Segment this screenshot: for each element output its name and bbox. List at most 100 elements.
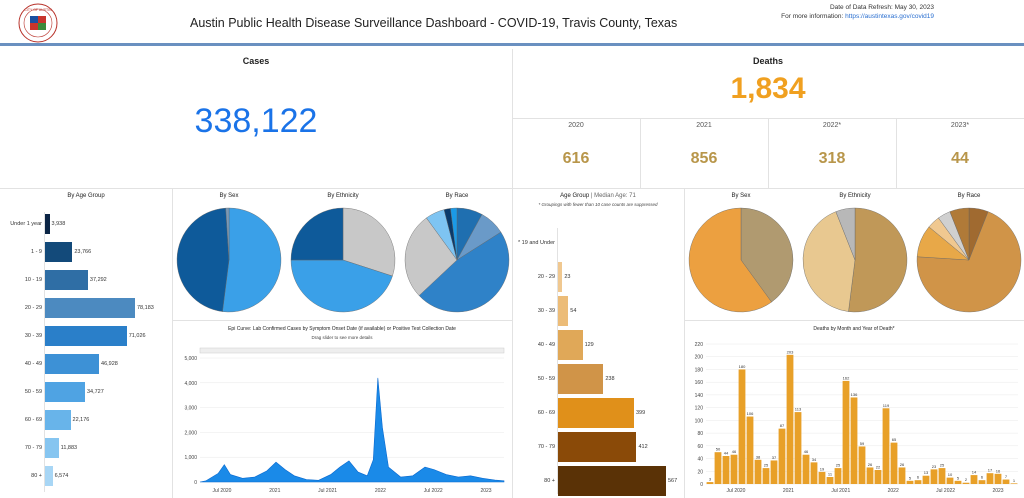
cases-age-bar-value: 34,727 [86, 389, 104, 395]
bar-value-label: 16 [996, 468, 1001, 473]
cases-age-bar-value: 46,928 [101, 361, 118, 367]
logo-text: CITY OF AUSTIN [24, 8, 52, 12]
pie-slice [342, 207, 396, 277]
cases-age-bar [45, 214, 50, 234]
deaths-age-row-label: 70 - 79 [537, 444, 555, 450]
divider [684, 188, 685, 498]
pie-slice [688, 207, 772, 313]
pie-title: By Sex [731, 193, 751, 199]
month-bar [874, 470, 882, 484]
page-title: Austin Public Health Disease Surveillanc… [190, 16, 678, 30]
epi-title: Epi Curve: Lab Confirmed Cases by Sympto… [228, 326, 456, 332]
pie-title: By Race [957, 193, 981, 199]
deaths-age-bar-value: 238 [605, 376, 615, 382]
bar-value-label: 38 [756, 454, 761, 459]
pie-slice [450, 207, 458, 261]
month-bar [722, 456, 730, 484]
cases-age-row-label: 40 - 49 [24, 361, 42, 367]
cases-age-bar [45, 326, 127, 346]
deaths-age-median: | Median Age: 71 [590, 193, 636, 199]
month-bar [994, 473, 1002, 484]
x-tick-label: 2021 [269, 488, 280, 494]
epi-curve-chart: 5,000 4,000 3,000 2,000 1,000 0 Jul 2020 2021 Ju… [184, 347, 505, 494]
month-bar [970, 475, 978, 484]
y-tick-label: 160 [695, 380, 704, 386]
deaths-age-bar [558, 364, 604, 394]
refresh-info: Date of Data Refresh: May 30, 2023 For m… [781, 3, 934, 21]
cases-age-bar-value: 22,176 [72, 417, 90, 423]
cases-age-bar [45, 298, 135, 318]
y-tick-label: 1,000 [184, 455, 197, 461]
month-bar [730, 454, 738, 484]
pie-slice [222, 207, 282, 313]
month-bar [906, 480, 914, 484]
x-tick-label: 2023 [992, 488, 1003, 494]
deaths-age-bar-value: 567 [668, 478, 678, 484]
bar-value-label: 26 [868, 462, 873, 467]
bar-value-label: 22 [876, 465, 881, 470]
death-year-label: 2020 [568, 122, 584, 129]
y-tick-label: 200 [695, 355, 704, 361]
pie-slice [835, 207, 856, 261]
month-bar [754, 459, 762, 484]
bar-value-label: 203 [787, 349, 794, 354]
deaths-age-bar [558, 262, 563, 292]
cases-age-bar [45, 270, 88, 290]
cases-title: Cases [242, 56, 270, 66]
month-bar [818, 471, 826, 484]
pie-chart [290, 207, 396, 313]
deaths-age-bar [558, 466, 666, 496]
month-bar [738, 369, 746, 484]
bar-value-label: 34 [812, 457, 817, 462]
bar-value-label: 13 [924, 470, 929, 475]
y-tick-label: 60 [697, 444, 703, 450]
cases-age-bar-value: 23,766 [74, 249, 92, 255]
month-bar [842, 380, 850, 484]
cases-value: 338,122 [194, 102, 318, 140]
cases-age-bar [45, 410, 71, 430]
info-link[interactable]: https://austintexas.gov/covid19 [845, 13, 934, 20]
pie-chart [176, 207, 282, 313]
axis-line [44, 212, 45, 492]
epi-area [199, 377, 505, 483]
bar-value-label: 65 [892, 437, 897, 442]
deaths-age-bar-value: 23 [564, 274, 571, 280]
bar-value-label: 136 [851, 392, 858, 397]
deaths-age-bar-value: 399 [636, 410, 646, 416]
month-bar [706, 482, 714, 484]
pie-slice [418, 231, 510, 313]
bar-value-label: 106 [747, 411, 754, 416]
range-slider[interactable] [199, 347, 505, 354]
divider [768, 118, 769, 188]
month-bar [746, 416, 754, 484]
divider [172, 320, 512, 321]
pie-slice [740, 207, 794, 303]
cases-age-row-label: Under 1 year [10, 221, 42, 227]
bar-value-label: 3 [709, 477, 712, 482]
x-tick-label: 2021 [783, 488, 794, 494]
death-year-value: 616 [562, 150, 590, 167]
cases-age-row-label: 1 - 9 [30, 249, 42, 255]
y-tick-label: 180 [695, 367, 704, 373]
deaths-age-row-label: 20 - 29 [537, 274, 555, 280]
month-bar [826, 477, 834, 484]
deaths-age-row-label: 80 + [544, 478, 555, 484]
bar-value-label: 6 [981, 475, 984, 480]
pie-title: By Ethnicity [839, 193, 871, 199]
divider [512, 49, 513, 498]
bar-value-label: 7 [1005, 474, 1008, 479]
bar-value-label: 50 [716, 447, 721, 452]
cases-age-row-label: 20 - 29 [24, 305, 42, 311]
pie-title: By Race [445, 193, 469, 199]
deaths-age-bar [558, 432, 637, 462]
month-bar [786, 354, 794, 484]
y-tick-label: 3,000 [184, 406, 197, 412]
x-tick-label: Jul 2021 [318, 488, 337, 494]
deaths-age-bar [558, 330, 583, 360]
deaths-age-title-text: Age Group [560, 193, 590, 199]
cases-age-bar [45, 382, 85, 402]
refresh-date: Date of Data Refresh: May 30, 2023 [829, 4, 934, 11]
pie-chart [916, 207, 1022, 313]
bar-value-label: 59 [860, 441, 865, 446]
pie-title: By Sex [219, 193, 239, 199]
